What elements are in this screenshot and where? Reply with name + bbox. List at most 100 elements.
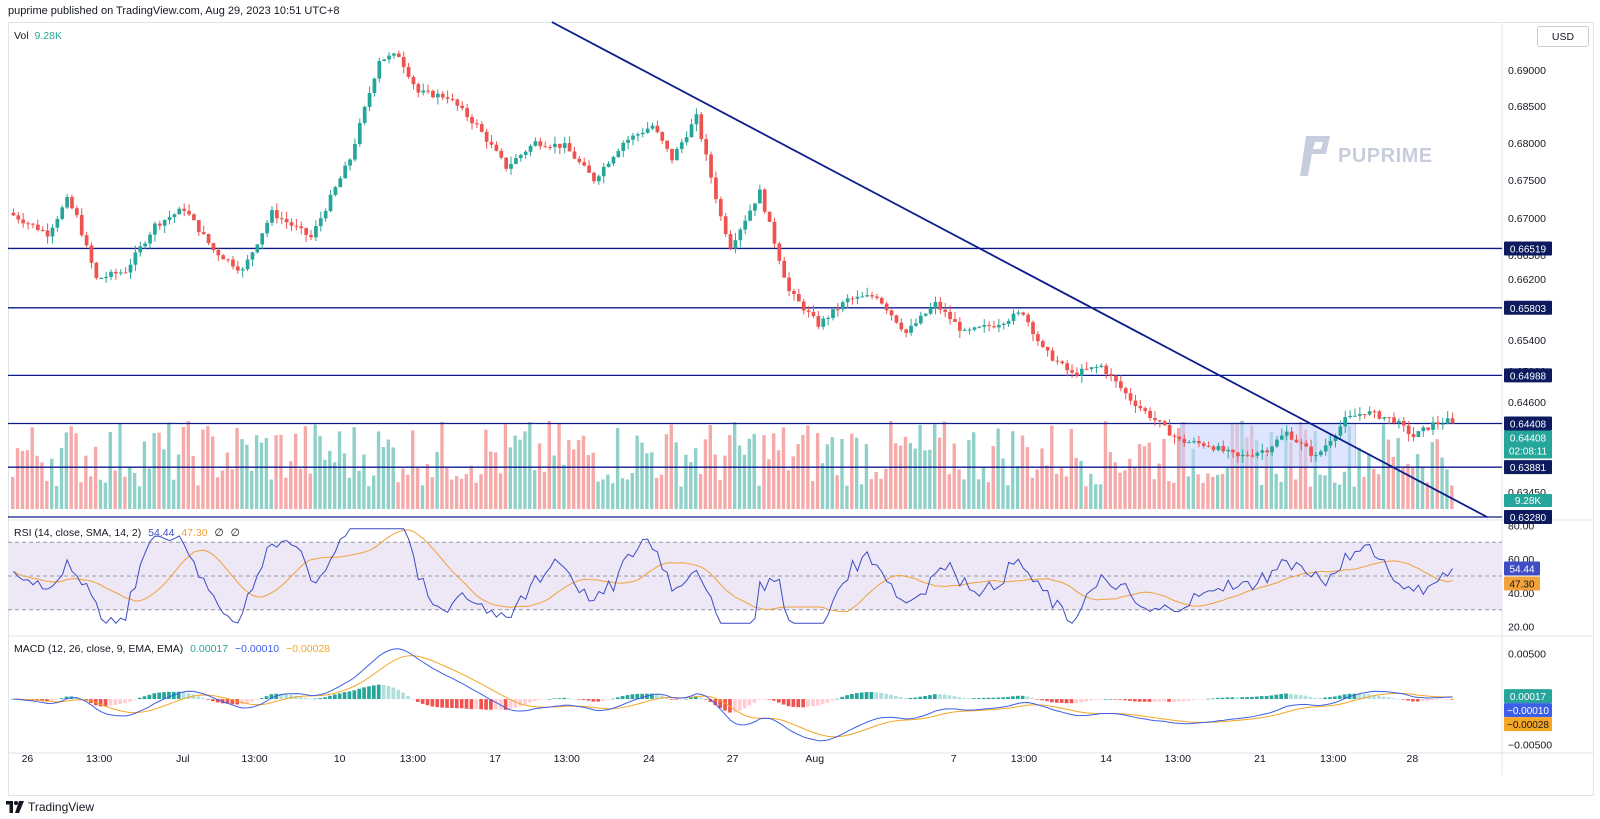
- candle-body: [1440, 423, 1445, 425]
- macd-hist-bar: [381, 685, 386, 700]
- macd-hist-bar: [1235, 697, 1240, 700]
- macd-hist-bar: [1318, 697, 1323, 700]
- candle-body: [255, 244, 260, 253]
- candle-body: [777, 243, 782, 261]
- candle-body: [1255, 452, 1260, 456]
- volume-bar: [650, 452, 654, 509]
- candle-body: [26, 223, 30, 225]
- volume-bar: [469, 465, 473, 509]
- puprime-logo-icon: [1300, 136, 1330, 176]
- macd-hist-bar: [518, 699, 523, 707]
- macd-hist-bar: [103, 699, 108, 707]
- macd-hist-bar: [469, 699, 474, 710]
- volume-bar: [167, 422, 171, 509]
- macd-axis-tick: −0.00500: [1508, 740, 1552, 752]
- countdown-label: 02:08:11: [1509, 446, 1548, 457]
- candle-body: [733, 240, 738, 249]
- candle-body: [387, 55, 391, 60]
- footer-brand[interactable]: TradingView: [6, 797, 94, 817]
- time-axis-tick: 21: [1254, 753, 1266, 765]
- volume-label-bg: [1504, 494, 1552, 507]
- macd-hist-bar: [1084, 699, 1088, 702]
- macd-hist-bar: [859, 692, 864, 700]
- candle-body: [192, 214, 196, 221]
- macd-hist-bar: [318, 698, 323, 700]
- rsi-value-bg: [1504, 561, 1540, 576]
- candle-body: [1358, 414, 1362, 416]
- macd-hist-bar: [557, 698, 562, 700]
- time-axis-tick: 13:00: [1165, 753, 1191, 765]
- candle-body: [114, 271, 118, 274]
- macd-hist-bar: [250, 699, 254, 702]
- volume-value-label: 9.28K: [1515, 496, 1541, 507]
- volume-bar: [1059, 468, 1064, 509]
- candle-body: [1353, 415, 1357, 417]
- candle-body: [133, 252, 138, 265]
- candle-body: [855, 296, 860, 299]
- volume-bar: [103, 482, 108, 509]
- candle-body: [557, 143, 562, 148]
- candle-body: [699, 114, 704, 140]
- volume-bar: [391, 447, 395, 509]
- volume-bar: [250, 470, 254, 509]
- candle-body: [65, 197, 69, 208]
- candle-body: [518, 154, 523, 159]
- candle-body: [1172, 435, 1177, 437]
- volume-bar: [289, 461, 293, 509]
- macd-hist-bar: [406, 695, 410, 700]
- volume-bar: [1020, 435, 1025, 509]
- candle-body: [1318, 451, 1323, 456]
- candle-body: [992, 326, 996, 328]
- time-axis-tick: 10: [334, 753, 346, 765]
- currency-button[interactable]: USD: [1537, 26, 1589, 47]
- volume-bar: [1376, 474, 1381, 509]
- time-axis-tick: 26: [22, 753, 34, 765]
- macd-hist-bar: [586, 699, 591, 701]
- candle-body: [1372, 411, 1377, 413]
- macd-hist-bar: [352, 690, 357, 700]
- candle-body: [840, 302, 845, 310]
- volume-bar: [752, 433, 756, 509]
- volume-bar: [15, 447, 20, 509]
- macd-value-bg: [1504, 689, 1552, 704]
- candle-body: [889, 310, 894, 316]
- volume-bar: [264, 437, 269, 509]
- volume-bar: [176, 454, 181, 509]
- volume-bar: [98, 479, 103, 509]
- candle-body: [401, 57, 406, 67]
- time-axis-tick: 13:00: [86, 753, 112, 765]
- volume-bar: [776, 450, 781, 509]
- volume-bar: [654, 477, 659, 509]
- volume-bar: [1137, 444, 1142, 509]
- macd-hist-bar: [562, 697, 566, 700]
- time-axis-tick: 13:00: [400, 753, 426, 765]
- volume-bar: [1001, 458, 1005, 509]
- candle-body: [1016, 312, 1021, 314]
- price-level-label: 0.64988: [1510, 371, 1547, 382]
- volume-bar: [35, 455, 39, 509]
- volume-bar: [323, 459, 327, 509]
- candle-body: [99, 277, 104, 279]
- candle-body: [172, 214, 177, 218]
- volume-bar: [89, 476, 93, 509]
- macd-hist-bar: [767, 699, 771, 700]
- volume-bar: [1411, 466, 1415, 509]
- volume-bar: [820, 463, 825, 509]
- macd-hist-bar: [1108, 699, 1113, 700]
- candle-body: [40, 230, 45, 232]
- candle-body: [89, 245, 94, 263]
- volume-bar: [1123, 470, 1127, 509]
- volume-bar: [991, 446, 995, 509]
- candle-body: [1060, 361, 1065, 364]
- volume-bar: [1337, 484, 1342, 509]
- volume-bar: [225, 452, 230, 509]
- rsi-ma-legend-value: 47.30: [181, 527, 208, 539]
- volume-bar: [586, 455, 591, 509]
- volume-bar: [947, 474, 952, 509]
- candle-body: [1084, 368, 1089, 370]
- candle-body: [753, 203, 757, 211]
- macd-hist-bar: [923, 695, 927, 700]
- candle-body: [1065, 363, 1070, 371]
- volume-bar: [713, 454, 717, 509]
